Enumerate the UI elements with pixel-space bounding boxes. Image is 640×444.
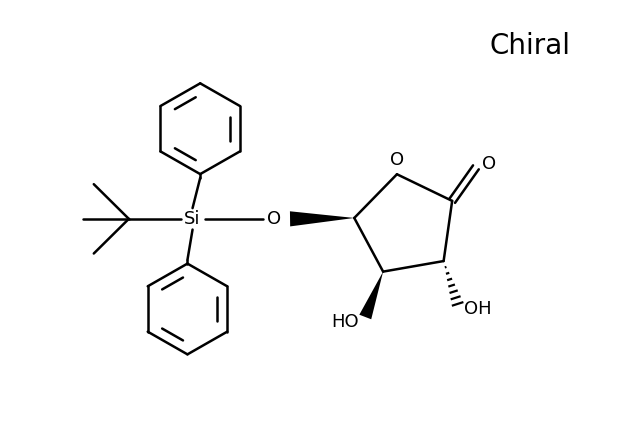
Text: O: O (482, 155, 496, 173)
Polygon shape (359, 272, 383, 319)
Text: O: O (390, 151, 404, 169)
Text: OH: OH (464, 300, 492, 318)
Text: HO: HO (331, 313, 358, 331)
Polygon shape (290, 211, 355, 226)
Text: O: O (267, 210, 281, 228)
Text: Si: Si (184, 210, 201, 228)
Text: Chiral: Chiral (490, 32, 571, 59)
